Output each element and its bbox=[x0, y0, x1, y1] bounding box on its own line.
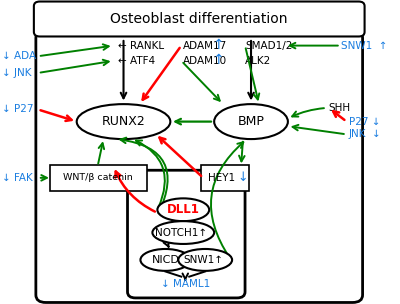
Text: SMAD1/2: SMAD1/2 bbox=[245, 41, 292, 50]
FancyBboxPatch shape bbox=[36, 30, 362, 302]
Text: ↓ JNK: ↓ JNK bbox=[2, 68, 32, 78]
Text: NOTCH1↑: NOTCH1↑ bbox=[155, 228, 207, 237]
FancyBboxPatch shape bbox=[201, 165, 249, 191]
Ellipse shape bbox=[77, 104, 170, 139]
Text: P27 ↓: P27 ↓ bbox=[349, 117, 380, 126]
Text: ↓ P27: ↓ P27 bbox=[2, 105, 34, 114]
Text: ALK2: ALK2 bbox=[245, 56, 271, 66]
Text: WNT/β catenin: WNT/β catenin bbox=[63, 173, 132, 182]
Text: DLL1: DLL1 bbox=[167, 203, 200, 216]
Text: ↓ FAK: ↓ FAK bbox=[2, 173, 33, 183]
Text: SNW1  ↑: SNW1 ↑ bbox=[341, 41, 387, 50]
Text: ADAM10: ADAM10 bbox=[183, 56, 228, 66]
Ellipse shape bbox=[178, 249, 232, 271]
Text: ↓ ADA: ↓ ADA bbox=[2, 51, 36, 61]
Ellipse shape bbox=[157, 199, 209, 221]
Text: SNW1↑: SNW1↑ bbox=[183, 255, 223, 265]
Ellipse shape bbox=[152, 221, 214, 244]
Text: SHH: SHH bbox=[329, 103, 351, 113]
Text: Osteoblast differentiation: Osteoblast differentiation bbox=[110, 12, 288, 26]
FancyBboxPatch shape bbox=[34, 2, 364, 36]
Text: ↓ MAML1: ↓ MAML1 bbox=[161, 279, 210, 289]
Text: BMP: BMP bbox=[238, 115, 264, 128]
Text: ADAM17: ADAM17 bbox=[183, 41, 228, 50]
Text: ← ATF4: ← ATF4 bbox=[118, 56, 155, 66]
Ellipse shape bbox=[214, 104, 288, 139]
Text: ↑: ↑ bbox=[212, 53, 224, 67]
Ellipse shape bbox=[140, 249, 190, 271]
Text: HEY1: HEY1 bbox=[208, 173, 235, 183]
FancyBboxPatch shape bbox=[128, 170, 245, 298]
FancyBboxPatch shape bbox=[50, 165, 148, 191]
Text: ← RANKL: ← RANKL bbox=[118, 41, 164, 50]
Text: ↑: ↑ bbox=[212, 38, 224, 52]
Text: ↓: ↓ bbox=[238, 171, 248, 184]
Text: JNK  ↓: JNK ↓ bbox=[349, 130, 381, 139]
Text: RUNX2: RUNX2 bbox=[102, 115, 145, 128]
Text: NICD: NICD bbox=[152, 255, 179, 265]
